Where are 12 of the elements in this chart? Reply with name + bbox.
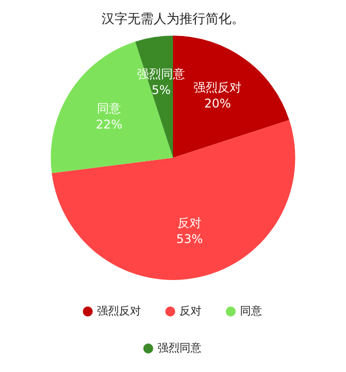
chart-title: 汉字无需人为推行简化。: [102, 11, 244, 28]
legend-label: 强烈反对: [96, 304, 141, 318]
legend-label: 反对: [179, 304, 202, 318]
legend-label: 强烈同意: [157, 341, 202, 354]
data-label: 53%: [176, 232, 203, 246]
data-label: 5%: [152, 83, 171, 98]
data-label: 22%: [96, 117, 122, 132]
legend-label: 同意: [240, 304, 262, 318]
slice-label: 同意: [97, 101, 122, 116]
slice-label: 反对: [178, 216, 202, 230]
slice-label: 强烈反对: [194, 80, 242, 95]
data-label: 20%: [204, 96, 231, 111]
